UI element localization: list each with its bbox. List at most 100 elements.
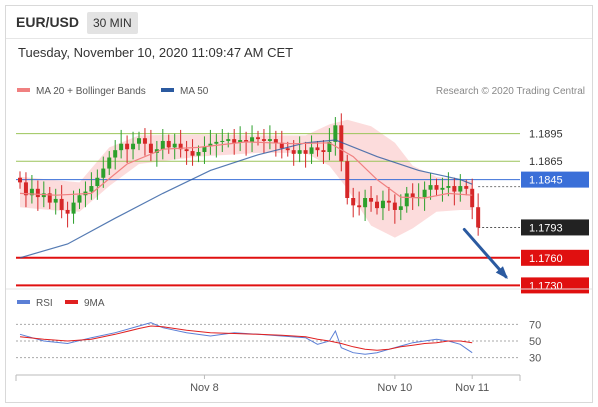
candle-body [303, 150, 308, 154]
candle-body [434, 185, 439, 190]
candle-body [148, 143, 153, 153]
candle-body [261, 139, 266, 141]
source-credit: Research © 2020 Trading Central [436, 86, 585, 97]
candle-body [422, 189, 427, 198]
price-level-tag [521, 219, 589, 236]
candle-body [476, 207, 481, 228]
legend-swatch [161, 88, 174, 92]
candle-body [244, 140, 249, 142]
price-level-text: 1.1760 [529, 253, 563, 265]
price-level-label: 1.1845 [521, 171, 589, 188]
candle-body [184, 149, 189, 152]
candle-body [119, 143, 124, 151]
legend-label: MA 50 [180, 86, 209, 97]
price-level-text: 1.1845 [529, 175, 563, 187]
candle-body [357, 205, 362, 208]
price-level-tag [521, 249, 589, 266]
candle-body [125, 143, 130, 150]
candle-body [214, 141, 219, 144]
candle-body [386, 200, 391, 203]
candle-body [398, 206, 403, 210]
candle-body [410, 193, 415, 198]
currency-pair-title: EUR/USD [16, 14, 80, 30]
candle-body [464, 186, 469, 189]
candle-body [238, 140, 243, 143]
candle-body [279, 142, 284, 149]
candle-body [190, 151, 195, 156]
candle-body [345, 161, 350, 198]
legend-swatch [17, 88, 30, 92]
candle-body [267, 139, 272, 141]
candle-body [196, 152, 201, 156]
candle-body [142, 138, 147, 144]
ma20-line [19, 141, 473, 199]
legend-label: MA 20 + Bollinger Bands [36, 86, 146, 97]
ma50-line [19, 139, 473, 259]
rsi-line [19, 322, 473, 355]
rsi-legend-swatch [65, 300, 78, 304]
candle-body [392, 202, 397, 210]
price-level-label: 1.1730 [521, 277, 589, 294]
candle-body [29, 188, 34, 196]
candle-body [256, 137, 260, 140]
candle-body [89, 186, 94, 192]
forecast-arrow-shaft [462, 227, 508, 279]
candle-body [226, 139, 231, 141]
rsi-ma-line [19, 325, 473, 351]
candle-body [297, 150, 302, 154]
candle-body [458, 186, 463, 192]
rsi-legend-label: RSI [36, 298, 53, 309]
price-level-text: 1.1793 [529, 222, 563, 234]
candle-body [339, 125, 344, 162]
candle-body [291, 150, 296, 154]
price-level-label: 1.1760 [521, 249, 589, 266]
candle-body [220, 140, 225, 142]
price-level-label: 1.1793 [521, 219, 589, 236]
candle-body [452, 186, 457, 192]
rsi-legend-label: 9MA [84, 298, 105, 309]
candle-body [137, 138, 141, 144]
candle-body [273, 139, 278, 143]
candle-body [440, 187, 445, 190]
candle-body [18, 177, 22, 183]
rsi-level-label: 70 [529, 319, 541, 331]
price-level-text: 1.1865 [529, 156, 563, 168]
chart-timestamp: Tuesday, November 10, 2020 11:09:47 AM C… [18, 45, 294, 60]
x-axis-tick-label: Nov 11 [455, 382, 489, 394]
candle-body [470, 188, 475, 208]
x-axis-tick-label: Nov 8 [190, 382, 219, 394]
candle-body [35, 188, 40, 198]
candle-body [428, 185, 433, 190]
price-level-text: 1.1730 [529, 280, 563, 292]
candle-body [41, 193, 46, 198]
candle-body [285, 148, 290, 151]
candle-body [327, 141, 332, 152]
rsi-level-label: 30 [529, 353, 541, 365]
candle-body [65, 209, 70, 214]
candle-body [77, 195, 82, 203]
candle-body [59, 198, 64, 210]
candle-body [202, 146, 207, 152]
candle-body [333, 125, 338, 142]
price-level-label: 1.1895 [529, 129, 563, 141]
price-level-text: 1.1895 [529, 129, 563, 141]
candle-body [369, 198, 374, 202]
candle-body [375, 201, 379, 209]
candle-body [107, 157, 112, 169]
candle-body [315, 147, 320, 151]
candle-body [380, 200, 385, 209]
candle-body [113, 150, 118, 158]
candle-body [309, 147, 314, 154]
forecast-arrow-head [495, 266, 508, 280]
timeframe-badge[interactable]: 30 MIN [87, 12, 138, 34]
candle-body [321, 150, 326, 152]
rsi-level-label: 50 [529, 336, 541, 348]
price-level-label: 1.1865 [529, 156, 563, 168]
candle-body [166, 140, 171, 148]
candle-body [47, 193, 52, 203]
candle-body [351, 198, 356, 206]
candle-body [71, 202, 76, 214]
candle-body [404, 193, 409, 207]
candle-body [53, 198, 58, 203]
